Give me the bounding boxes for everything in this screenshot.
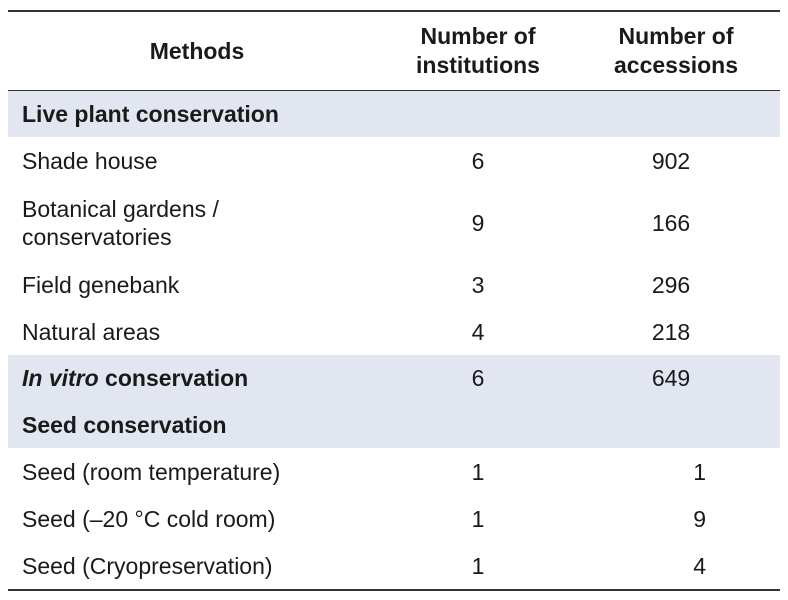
header-institutions: Number of institutions [394, 22, 562, 80]
conservation-methods-table: Methods Number of institutions Number of… [8, 10, 780, 591]
table-row: Field genebank 3 296 [8, 261, 780, 308]
method-cell: Seed (–20 °C cold room) [22, 505, 276, 532]
table-row: Seed (room temperature) 1 1 [8, 448, 780, 495]
institutions-cell: 4 [471, 318, 485, 345]
header-methods: Methods [149, 37, 245, 64]
method-line1: Botanical gardens / [22, 195, 219, 222]
header-institutions-line2: institutions [416, 52, 540, 78]
section-label-italic: In vitro [22, 365, 99, 391]
section-label: In vitro conservation [8, 364, 394, 392]
table-row: Botanical gardens / conservatories 9 166 [8, 184, 780, 261]
accessions-cell: 166 [651, 209, 691, 236]
institutions-cell: 6 [471, 365, 485, 391]
table-row: Seed (Cryopreservation) 1 4 [8, 542, 780, 589]
section-label-rest: conservation [98, 365, 249, 391]
institutions-cell: 1 [471, 552, 485, 579]
accessions-cell: 902 [651, 147, 691, 174]
method-cell: Field genebank [22, 271, 180, 298]
institutions-cell: 6 [471, 147, 485, 174]
method-cell: Seed (room temperature) [22, 458, 281, 485]
header-accessions: Number of accessions [562, 22, 780, 80]
method-cell: Seed (Cryopreservation) [22, 552, 273, 579]
table-row: Shade house 6 902 [8, 137, 780, 184]
header-institutions-line1: Number of [420, 23, 536, 49]
institutions-cell: 9 [471, 209, 485, 236]
accessions-cell: 296 [651, 271, 691, 298]
method-line2: conservatories [22, 223, 172, 250]
table-row: Natural areas 4 218 [8, 308, 780, 355]
section-label: Live plant conservation [22, 101, 279, 127]
section-row-in-vitro: In vitro conservation 6 649 [8, 355, 780, 401]
table-header-row: Methods Number of institutions Number of… [8, 12, 780, 91]
accessions-cell: 1 [693, 458, 706, 485]
accessions-cell: 218 [651, 318, 691, 345]
header-accessions-line1: Number of [618, 23, 734, 49]
institutions-cell: 1 [471, 458, 485, 485]
institutions-cell: 3 [471, 271, 485, 298]
section-row-live-plant: Live plant conservation [8, 91, 780, 137]
method-cell: Shade house [22, 147, 158, 174]
method-cell: Botanical gardens / conservatories [8, 195, 394, 251]
accessions-cell: 9 [693, 505, 706, 532]
method-cell: Natural areas [22, 318, 161, 345]
section-row-seed: Seed conservation [8, 401, 780, 448]
institutions-cell: 1 [471, 505, 485, 532]
section-label: Seed conservation [22, 411, 227, 438]
accessions-cell: 4 [693, 552, 706, 579]
accessions-cell: 649 [651, 365, 691, 391]
header-accessions-line2: accessions [613, 52, 739, 78]
table-row: Seed (–20 °C cold room) 1 9 [8, 495, 780, 542]
